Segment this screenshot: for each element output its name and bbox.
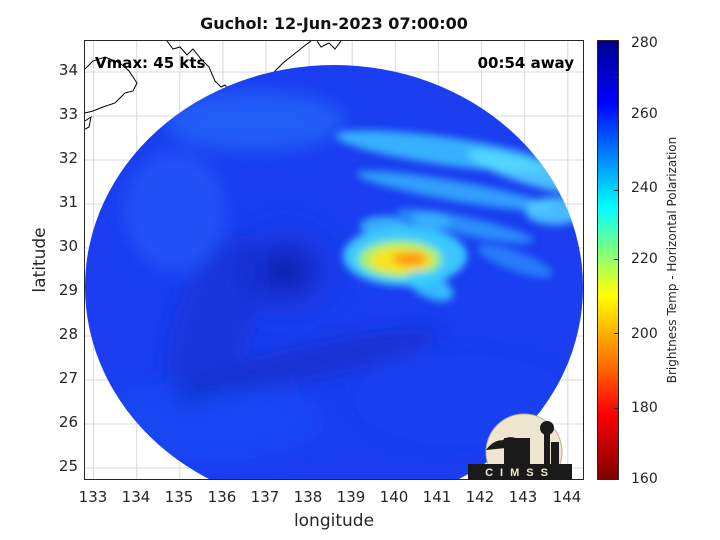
colorbar <box>597 40 619 480</box>
x-tick-label: 136 <box>207 488 237 506</box>
y-tick-label: 28 <box>58 325 78 343</box>
colorbar-tick-label: 280 <box>631 35 658 51</box>
y-axis-label: latitude <box>30 227 50 293</box>
x-tick-label: 138 <box>293 488 323 506</box>
y-tick-label: 30 <box>58 237 78 255</box>
y-tick-label: 25 <box>58 457 78 475</box>
x-tick-label: 135 <box>164 488 194 506</box>
colorbar-tick-label: 180 <box>631 400 658 416</box>
colorbar-tick-label: 260 <box>631 106 658 122</box>
x-tick-label: 139 <box>336 488 366 506</box>
x-tick-label: 144 <box>552 488 582 506</box>
map-title: Guchol: 12-Jun-2023 07:00:00 <box>200 14 468 33</box>
cimss-logo: CIMSS <box>468 413 572 480</box>
colorbar-tick-label: 160 <box>631 471 658 487</box>
y-tick-label: 29 <box>58 281 78 299</box>
x-tick-label: 137 <box>250 488 280 506</box>
x-tick-label: 142 <box>465 488 495 506</box>
y-tick-label: 27 <box>58 369 78 387</box>
colorbar-tick-label: 240 <box>631 180 658 196</box>
x-tick-label: 143 <box>508 488 538 506</box>
colorbar-tick-label: 200 <box>631 326 658 342</box>
x-axis-label: longitude <box>293 511 375 531</box>
x-tick-label: 134 <box>121 488 151 506</box>
y-tick-label: 32 <box>58 149 78 167</box>
vmax-annotation: Vmax: 45 kts <box>95 54 206 72</box>
y-tick-label: 34 <box>58 61 78 79</box>
coastline <box>85 41 342 130</box>
time-away-annotation: 00:54 away <box>477 54 574 72</box>
y-tick-label: 33 <box>58 105 78 123</box>
x-tick-label: 140 <box>379 488 409 506</box>
x-tick-label: 133 <box>78 488 108 506</box>
map-plot-area[interactable]: Vmax: 45 kts 00:54 away <box>84 40 584 480</box>
colorbar-tick-label: 220 <box>631 251 658 267</box>
y-tick-label: 31 <box>58 193 78 211</box>
y-tick-label: 26 <box>58 413 78 431</box>
brightness-temperature-map <box>85 41 583 479</box>
x-tick-label: 141 <box>422 488 452 506</box>
colorbar-label: Brightness Temp - Horizontal Polarizatio… <box>665 136 679 384</box>
logo-text: CIMSS <box>485 467 555 479</box>
